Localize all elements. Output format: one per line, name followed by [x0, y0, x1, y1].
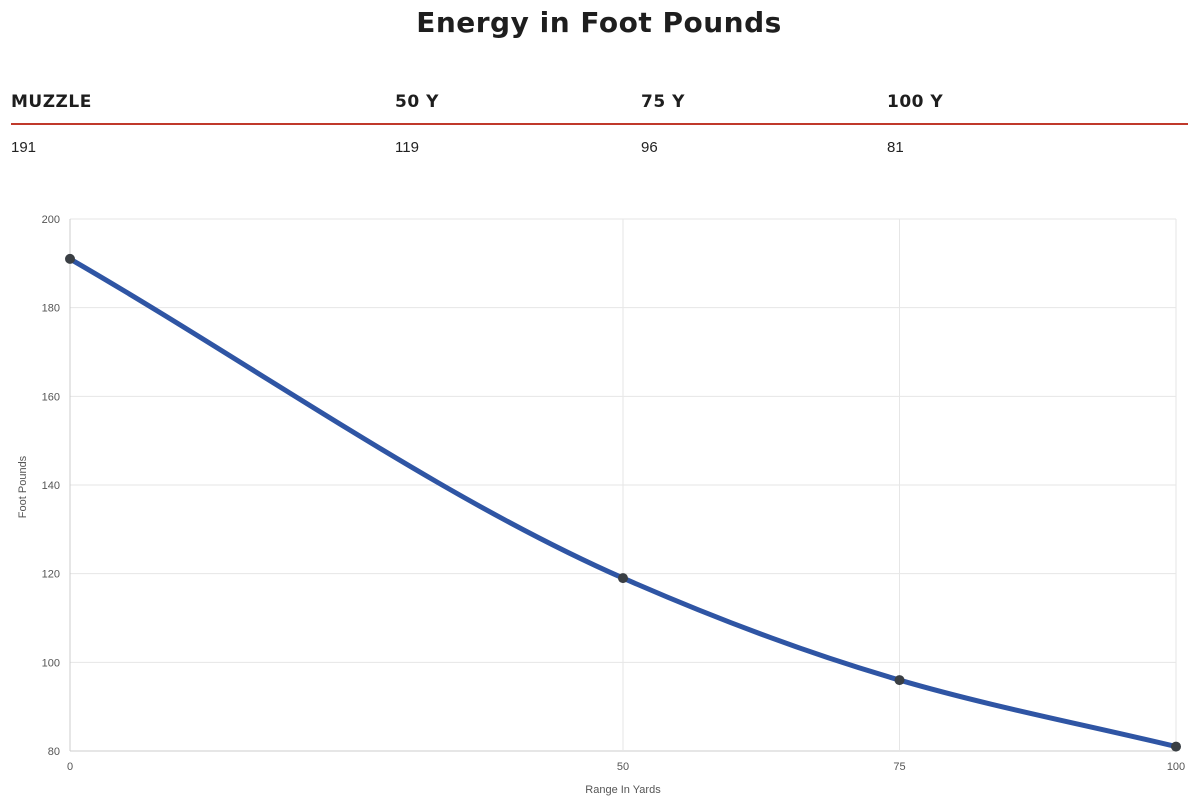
tick-labels: 200 180 160 140 120 100 80 0 50 75 100 — [42, 214, 1186, 773]
x-tick-label: 100 — [1167, 761, 1185, 773]
data-point[interactable] — [1171, 741, 1181, 752]
header-100-yards: 100 Y — [887, 92, 944, 112]
x-axis-title: Range In Yards — [585, 784, 661, 796]
energy-table: MUZZLE 50 Y 75 Y 100 Y 191 119 96 81 — [11, 86, 1188, 165]
value-50-yards: 119 — [395, 139, 419, 156]
grid-lines — [69, 218, 1177, 752]
data-point[interactable] — [618, 573, 628, 584]
y-tick-label: 160 — [42, 391, 60, 403]
y-tick-label: 120 — [42, 569, 60, 581]
series-layer — [65, 253, 1181, 752]
header-50-yards: 50 Y — [395, 92, 439, 112]
y-axis-title: Foot Pounds — [17, 455, 29, 518]
header-75-yards: 75 Y — [641, 92, 685, 112]
x-tick-label: 0 — [67, 761, 73, 773]
y-tick-label: 140 — [42, 480, 60, 492]
table-row: 191 119 96 81 — [11, 125, 1188, 165]
y-tick-label: 200 — [42, 214, 60, 226]
data-point[interactable] — [894, 675, 905, 686]
y-tick-label: 180 — [42, 303, 60, 315]
value-muzzle: 191 — [11, 139, 37, 156]
header-muzzle: MUZZLE — [11, 92, 92, 112]
value-75-yards: 96 — [641, 139, 658, 156]
x-tick-label: 50 — [617, 761, 629, 773]
energy-series-line — [67, 256, 1179, 750]
data-point[interactable] — [65, 253, 75, 264]
value-100-yards: 81 — [887, 139, 904, 156]
y-tick-label: 100 — [42, 657, 60, 669]
x-tick-label: 75 — [893, 761, 905, 773]
chart-title: Energy in Foot Pounds — [416, 6, 782, 39]
table-header-row: MUZZLE 50 Y 75 Y 100 Y — [11, 86, 1188, 125]
y-tick-label: 80 — [48, 746, 60, 758]
